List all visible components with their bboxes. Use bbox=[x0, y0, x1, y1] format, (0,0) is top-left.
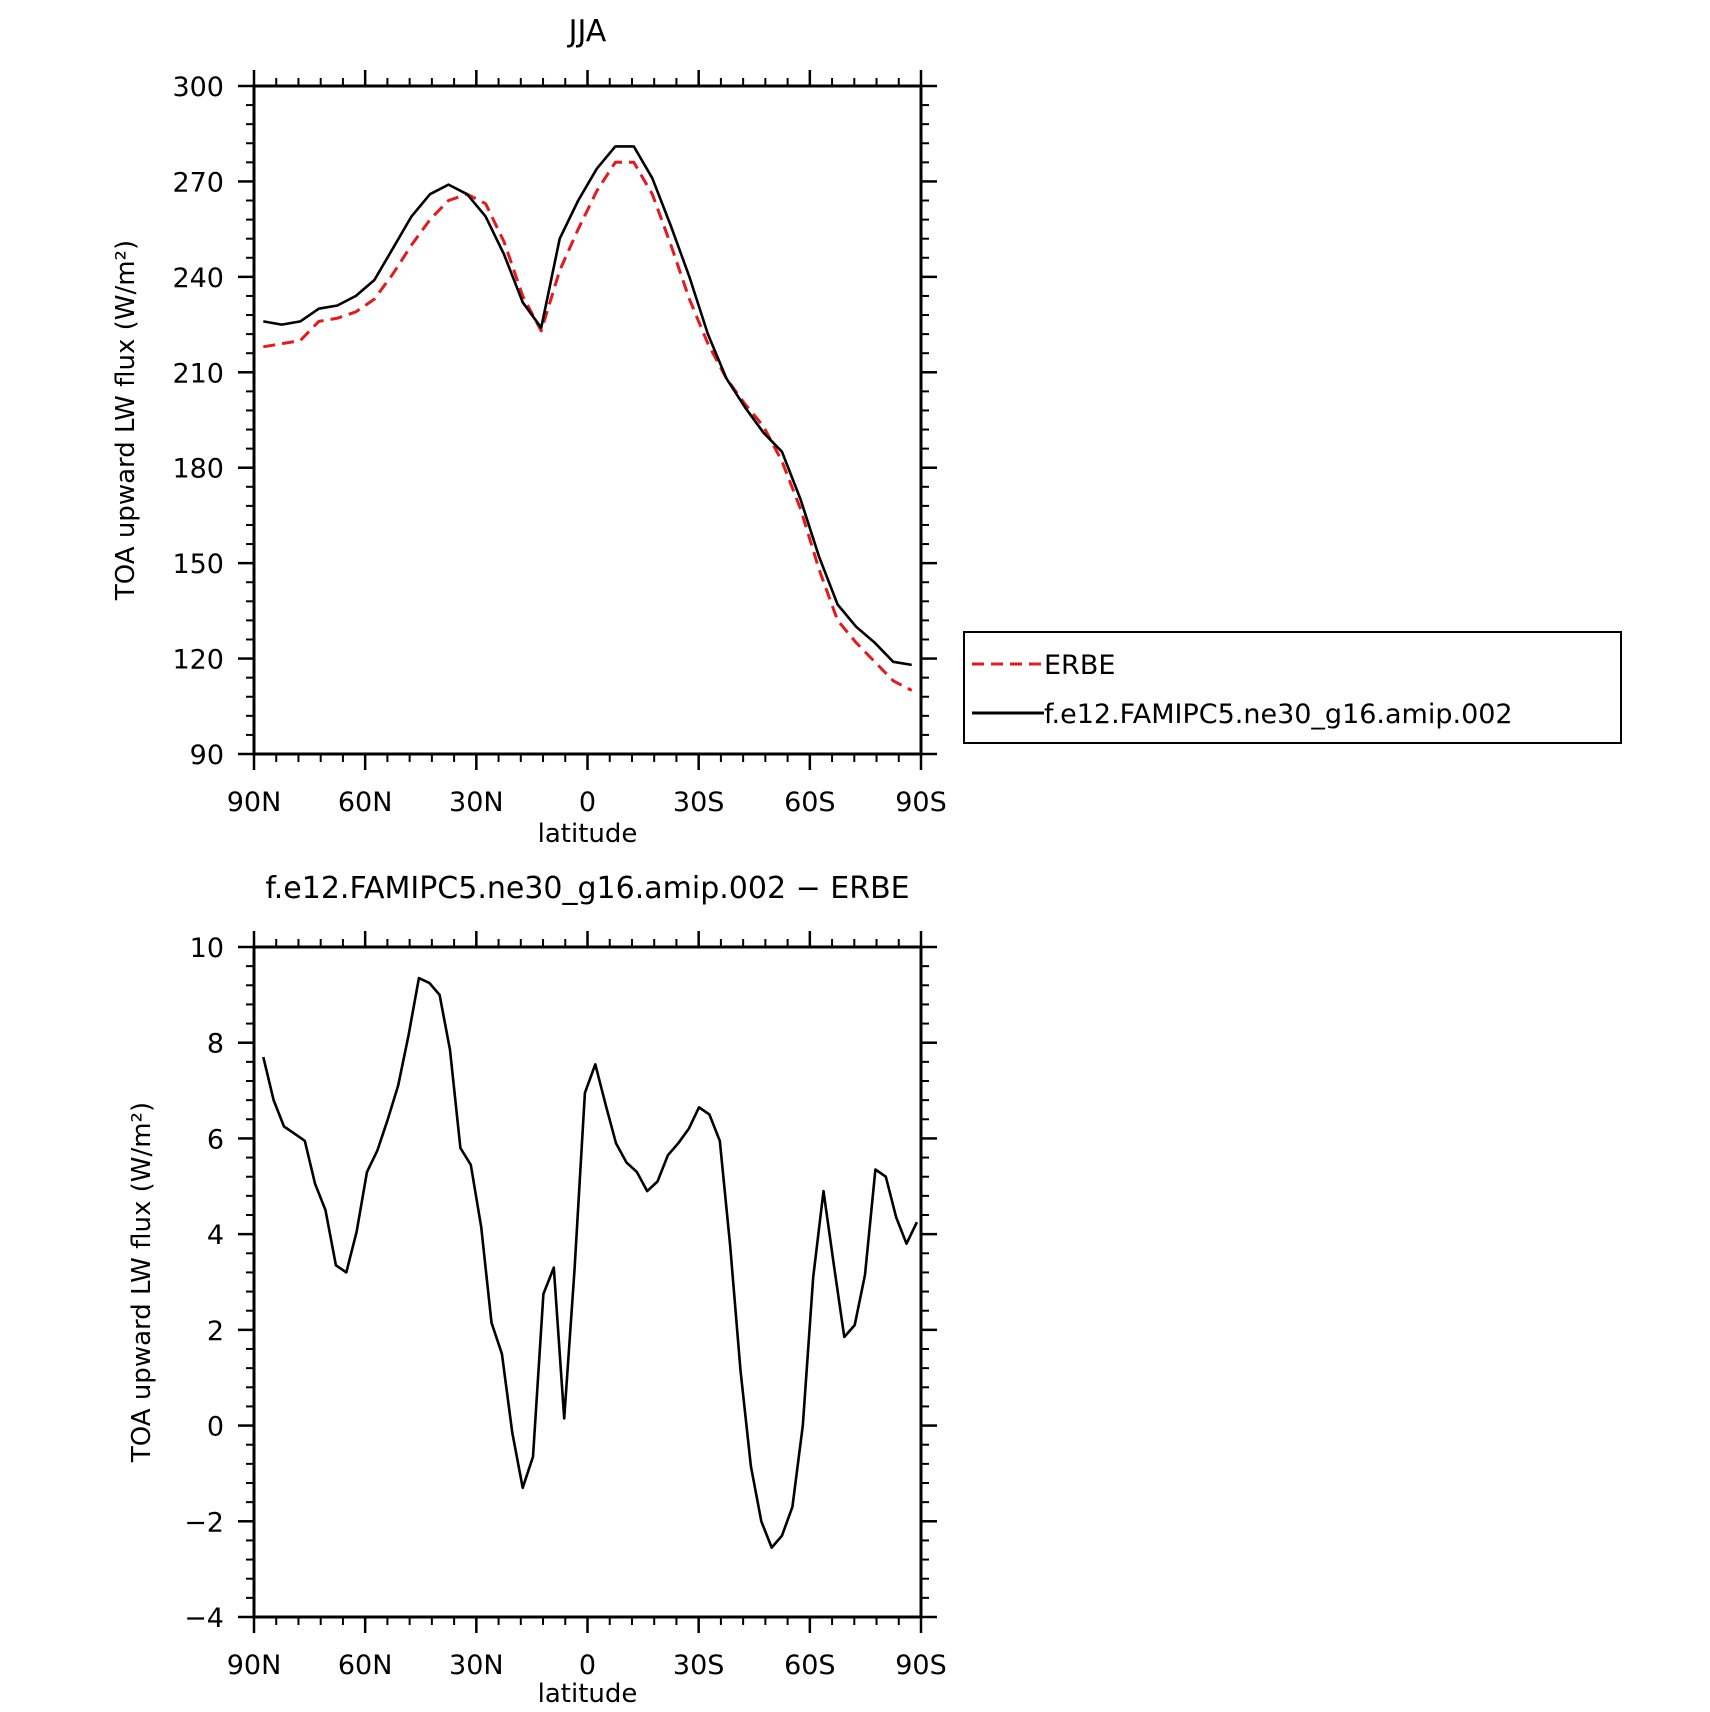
x-tick-label: 30N bbox=[449, 787, 504, 818]
x-tick-label: 30S bbox=[673, 787, 725, 818]
y-tick-label: 4 bbox=[207, 1220, 224, 1251]
y-tick-label: 90 bbox=[190, 740, 224, 771]
y-tick-label: 150 bbox=[172, 549, 224, 580]
y-tick-label: 300 bbox=[172, 72, 224, 103]
y-tick-label: −4 bbox=[184, 1603, 224, 1634]
series-line-2 bbox=[263, 145, 912, 667]
legend-label-1: ERBE bbox=[1044, 650, 1115, 681]
y-tick-label: 8 bbox=[207, 1029, 224, 1060]
legend-box bbox=[963, 631, 1622, 744]
x-tick-label: 30N bbox=[449, 1650, 504, 1681]
x-tick-label: 0 bbox=[579, 787, 596, 818]
y-tick-label: 0 bbox=[207, 1412, 224, 1443]
x-tick-label: 60S bbox=[784, 787, 836, 818]
y-tick-label: 10 bbox=[190, 933, 224, 964]
x-tick-label: 0 bbox=[579, 1650, 596, 1681]
y-tick-label: 210 bbox=[172, 358, 224, 389]
bottom-panel-chart: 90N 60N 30N 0 30S 60S 90S −4 −2 0 2 4 6 8 10 f.e12.FAMI… bbox=[127, 871, 947, 1709]
chart-title: JJA bbox=[567, 14, 607, 49]
chart-title: f.e12.FAMIPC5.ne30_g16.amip.002 − ERBE bbox=[265, 871, 909, 906]
plot-frame bbox=[252, 945, 923, 1619]
x-axis-label: latitude bbox=[538, 819, 638, 849]
x-tick-label: 60N bbox=[338, 787, 393, 818]
x-tick-label: 90N bbox=[227, 1650, 282, 1681]
y-tick-label: 240 bbox=[172, 263, 224, 294]
y-tick-label: 270 bbox=[172, 167, 224, 198]
y-axis-label: TOA upward LW flux (W/m²) bbox=[111, 240, 141, 601]
x-tick-label: 90N bbox=[227, 787, 282, 818]
y-axis-label: TOA upward LW flux (W/m²) bbox=[127, 1102, 157, 1463]
top-panel-chart: 90N 60N 30N 0 30S 60S 90S 90 120 150 180 210 240 270 3… bbox=[111, 14, 1622, 849]
x-tick-label: 60S bbox=[784, 1650, 836, 1681]
y-tick-label: 120 bbox=[172, 645, 224, 676]
x-tick-label: 30S bbox=[673, 1650, 725, 1681]
y-tick-label: 180 bbox=[172, 454, 224, 485]
legend-label-2: f.e12.FAMIPC5.ne30_g16.amip.002 bbox=[1044, 699, 1513, 730]
x-tick-label: 90S bbox=[895, 787, 947, 818]
series-line-1 bbox=[262, 976, 919, 1549]
y-tick-label: 2 bbox=[207, 1316, 224, 1347]
y-tick-label: 6 bbox=[207, 1124, 224, 1155]
series-line-1 bbox=[263, 160, 913, 692]
y-tick-label: −2 bbox=[184, 1507, 224, 1538]
x-axis-label: latitude bbox=[538, 1679, 638, 1709]
x-tick-label: 60N bbox=[338, 1650, 393, 1681]
x-tick-label: 90S bbox=[895, 1650, 947, 1681]
